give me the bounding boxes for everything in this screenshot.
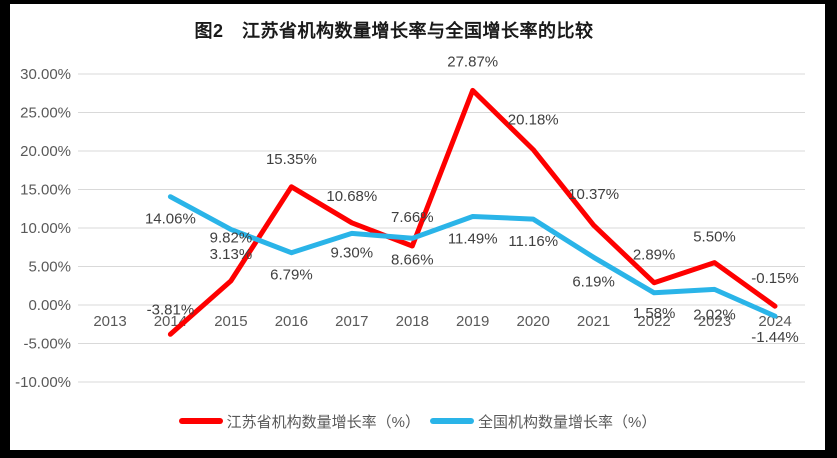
data-label: 7.66% [391, 209, 434, 226]
data-label: 11.16% [508, 233, 558, 250]
legend-label-national: 全国机构数量增长率（%） [478, 413, 657, 431]
x-axis-tick-label: 2019 [456, 313, 489, 330]
legend-swatch-jiangsu-line-icon [178, 418, 223, 424]
data-label: 10.37% [568, 186, 619, 203]
x-axis-tick-label: 2015 [214, 313, 247, 330]
series-line-national [167, 194, 778, 319]
chart-area: 图2 江苏省机构数量增长率与全国增长率的比较 30.00% 25.00% 20.00… [10, 4, 825, 450]
y-axis-tick-label: 20.00% [20, 143, 71, 160]
y-axis-tick-label: -5.00% [23, 336, 71, 353]
chart-title: 图2 江苏省机构数量增长率与全国增长率的比较 [194, 21, 594, 41]
chart-legend: 江苏省机构数量增长率（%） 全国机构数量增长率（%） [10, 408, 825, 434]
line-chart-canvas: 30.00% 25.00% 20.00% 15.00% 10.00% 5.00% 0.00%… [15, 53, 805, 391]
y-axis-tick-label: 5.00% [28, 259, 71, 276]
x-axis-tick-label: 2021 [577, 313, 610, 330]
data-label: 5.50% [693, 229, 736, 246]
x-axis-tick-label: 2017 [335, 313, 368, 330]
legend-label-jiangsu: 江苏省机构数量增长率（%） [226, 413, 420, 431]
data-label: 15.35% [266, 151, 317, 168]
x-axis-tick-label: 2018 [396, 313, 429, 330]
data-label: 6.19% [572, 273, 615, 290]
y-axis-tick-label: 30.00% [20, 66, 71, 83]
legend-item-national: 全国机构数量增长率（%） [430, 411, 656, 432]
y-axis-tick-label: 25.00% [20, 105, 71, 122]
data-label: 10.68% [326, 188, 377, 205]
x-axis-tick-label: 2022 [637, 313, 670, 330]
data-label: 11.49% [448, 231, 498, 248]
x-axis-tick-label: 2023 [698, 313, 731, 330]
x-axis-tick-label: 2016 [275, 313, 308, 330]
x-axis-tick-label: 2020 [517, 313, 550, 330]
data-label: 9.30% [331, 244, 374, 261]
data-label: -1.44% [751, 329, 799, 346]
legend-swatch-national-line-icon [430, 418, 474, 424]
data-label: 20.18% [508, 112, 559, 129]
data-label: 2.89% [633, 247, 676, 264]
y-axis-tick-label: -10.00% [15, 374, 71, 391]
data-label: 6.79% [270, 267, 313, 284]
data-label: 1.58% [633, 305, 676, 322]
data-label: -3.81% [147, 301, 195, 318]
y-axis-tick-label: 0.00% [28, 297, 71, 314]
data-label: 27.87% [447, 53, 498, 70]
series-line-jiangsu [167, 87, 778, 337]
data-label: -0.15% [751, 270, 799, 287]
data-label: 8.66% [391, 251, 434, 268]
x-axis-tick-label: 2024 [758, 313, 791, 330]
y-axis-tick-label: 10.00% [20, 220, 71, 237]
data-label: 14.06% [145, 211, 196, 228]
data-label: 9.82% [210, 229, 253, 246]
data-label: 2.02% [693, 306, 736, 323]
legend-item-jiangsu: 江苏省机构数量增长率（%） [178, 411, 420, 432]
y-axis-tick-label: 15.00% [20, 182, 71, 199]
x-axis-tick-label: 2013 [93, 313, 126, 330]
data-label: 3.13% [210, 246, 253, 263]
